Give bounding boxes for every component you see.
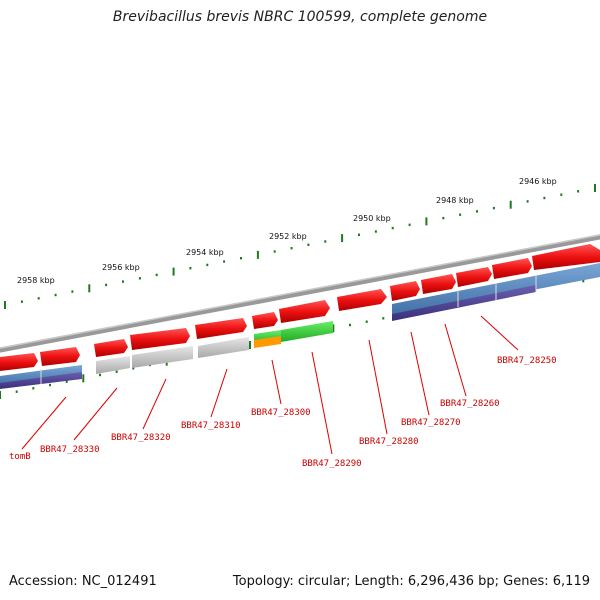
green-genes — [254, 321, 333, 348]
gene-labels: BBR47_28250 BBR47_28260 BBR47_28270 BBR4… — [9, 356, 557, 469]
gene-label-bbr47-28290[interactable]: BBR47_28290 — [302, 459, 362, 469]
tick-label-2946: 2946 kbp — [519, 177, 557, 186]
gene-arrow-green[interactable] — [281, 321, 333, 342]
leader-line — [480, 315, 519, 351]
band-purple — [392, 285, 536, 321]
outer-tick-scale — [4, 184, 596, 309]
gene-label-bbr47-28280[interactable]: BBR47_28280 — [359, 437, 419, 447]
leader-line — [311, 351, 333, 455]
gene-arrow-grey[interactable] — [132, 346, 193, 368]
tick-label-2954: 2954 kbp — [186, 248, 224, 257]
gene-arrow[interactable] — [390, 281, 420, 301]
leader-line — [271, 359, 282, 405]
gene-label-bbr47-28250[interactable]: BBR47_28250 — [497, 356, 557, 366]
gene-arrow-orange[interactable] — [254, 336, 281, 348]
leader-line — [210, 368, 228, 418]
gene-arrow[interactable] — [0, 353, 38, 371]
gene-arrow[interactable] — [337, 289, 387, 311]
leader-line — [73, 387, 118, 441]
gene-label-bbr47-28270[interactable]: BBR47_28270 — [401, 418, 461, 428]
gene-label-bbr47-28300[interactable]: BBR47_28300 — [251, 408, 311, 418]
gene-arrow[interactable] — [421, 274, 456, 294]
leader-line — [142, 378, 167, 430]
tick-labels: 2946 kbp 2948 kbp 2950 kbp 2952 kbp 2954… — [17, 177, 557, 285]
gene-arrow[interactable] — [252, 312, 278, 329]
gene-label-bbr47-28320[interactable]: BBR47_28320 — [111, 433, 171, 443]
leader-line — [21, 396, 67, 450]
genome-backbone-highlight — [0, 234, 600, 349]
map-title: Brevibacillus brevis NBRC 100599, comple… — [112, 9, 488, 25]
tick-label-2956: 2956 kbp — [102, 263, 140, 272]
leader-lines — [21, 315, 519, 455]
forward-genes — [0, 244, 600, 371]
tick-label-2950: 2950 kbp — [353, 214, 391, 223]
gene-arrow[interactable] — [492, 258, 532, 279]
domain-bands — [0, 263, 600, 389]
gene-arrow[interactable] — [130, 328, 190, 350]
tick-label-2948: 2948 kbp — [436, 196, 474, 205]
grey-genes — [96, 337, 249, 374]
gene-arrow[interactable] — [279, 300, 330, 323]
tick-label-2958: 2958 kbp — [17, 276, 55, 285]
gene-label-tomb[interactable]: tomB — [9, 452, 31, 462]
gene-arrow[interactable] — [456, 267, 492, 287]
gene-arrow-grey[interactable] — [96, 356, 130, 374]
gene-label-bbr47-28260[interactable]: BBR47_28260 — [440, 399, 500, 409]
gene-arrow[interactable] — [40, 347, 80, 366]
gene-label-bbr47-28330[interactable]: BBR47_28330 — [40, 445, 100, 455]
gene-arrow[interactable] — [195, 318, 247, 339]
gene-arrow[interactable] — [532, 244, 600, 270]
leader-line — [444, 323, 467, 397]
leader-line — [368, 339, 388, 435]
gene-arrow-grey[interactable] — [198, 337, 249, 358]
gene-label-bbr47-28310[interactable]: BBR47_28310 — [181, 421, 241, 431]
gene-arrow[interactable] — [94, 339, 128, 357]
leader-line — [410, 331, 430, 416]
tick-label-2952: 2952 kbp — [269, 232, 307, 241]
accession-text: Accession: NC_012491 — [9, 574, 157, 589]
genome-stats-text: Topology: circular; Length: 6,296,436 bp… — [232, 574, 590, 589]
genome-backbone — [0, 234, 600, 353]
